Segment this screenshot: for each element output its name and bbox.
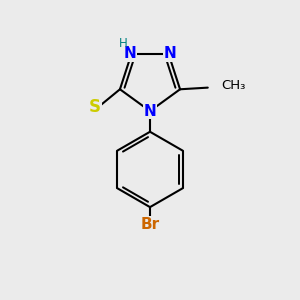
Text: N: N	[124, 46, 136, 62]
Text: S: S	[89, 98, 101, 116]
Text: H: H	[118, 37, 127, 50]
Text: Br: Br	[140, 217, 160, 232]
Text: N: N	[164, 46, 176, 62]
Text: N: N	[144, 103, 156, 118]
Text: CH₃: CH₃	[221, 79, 245, 92]
